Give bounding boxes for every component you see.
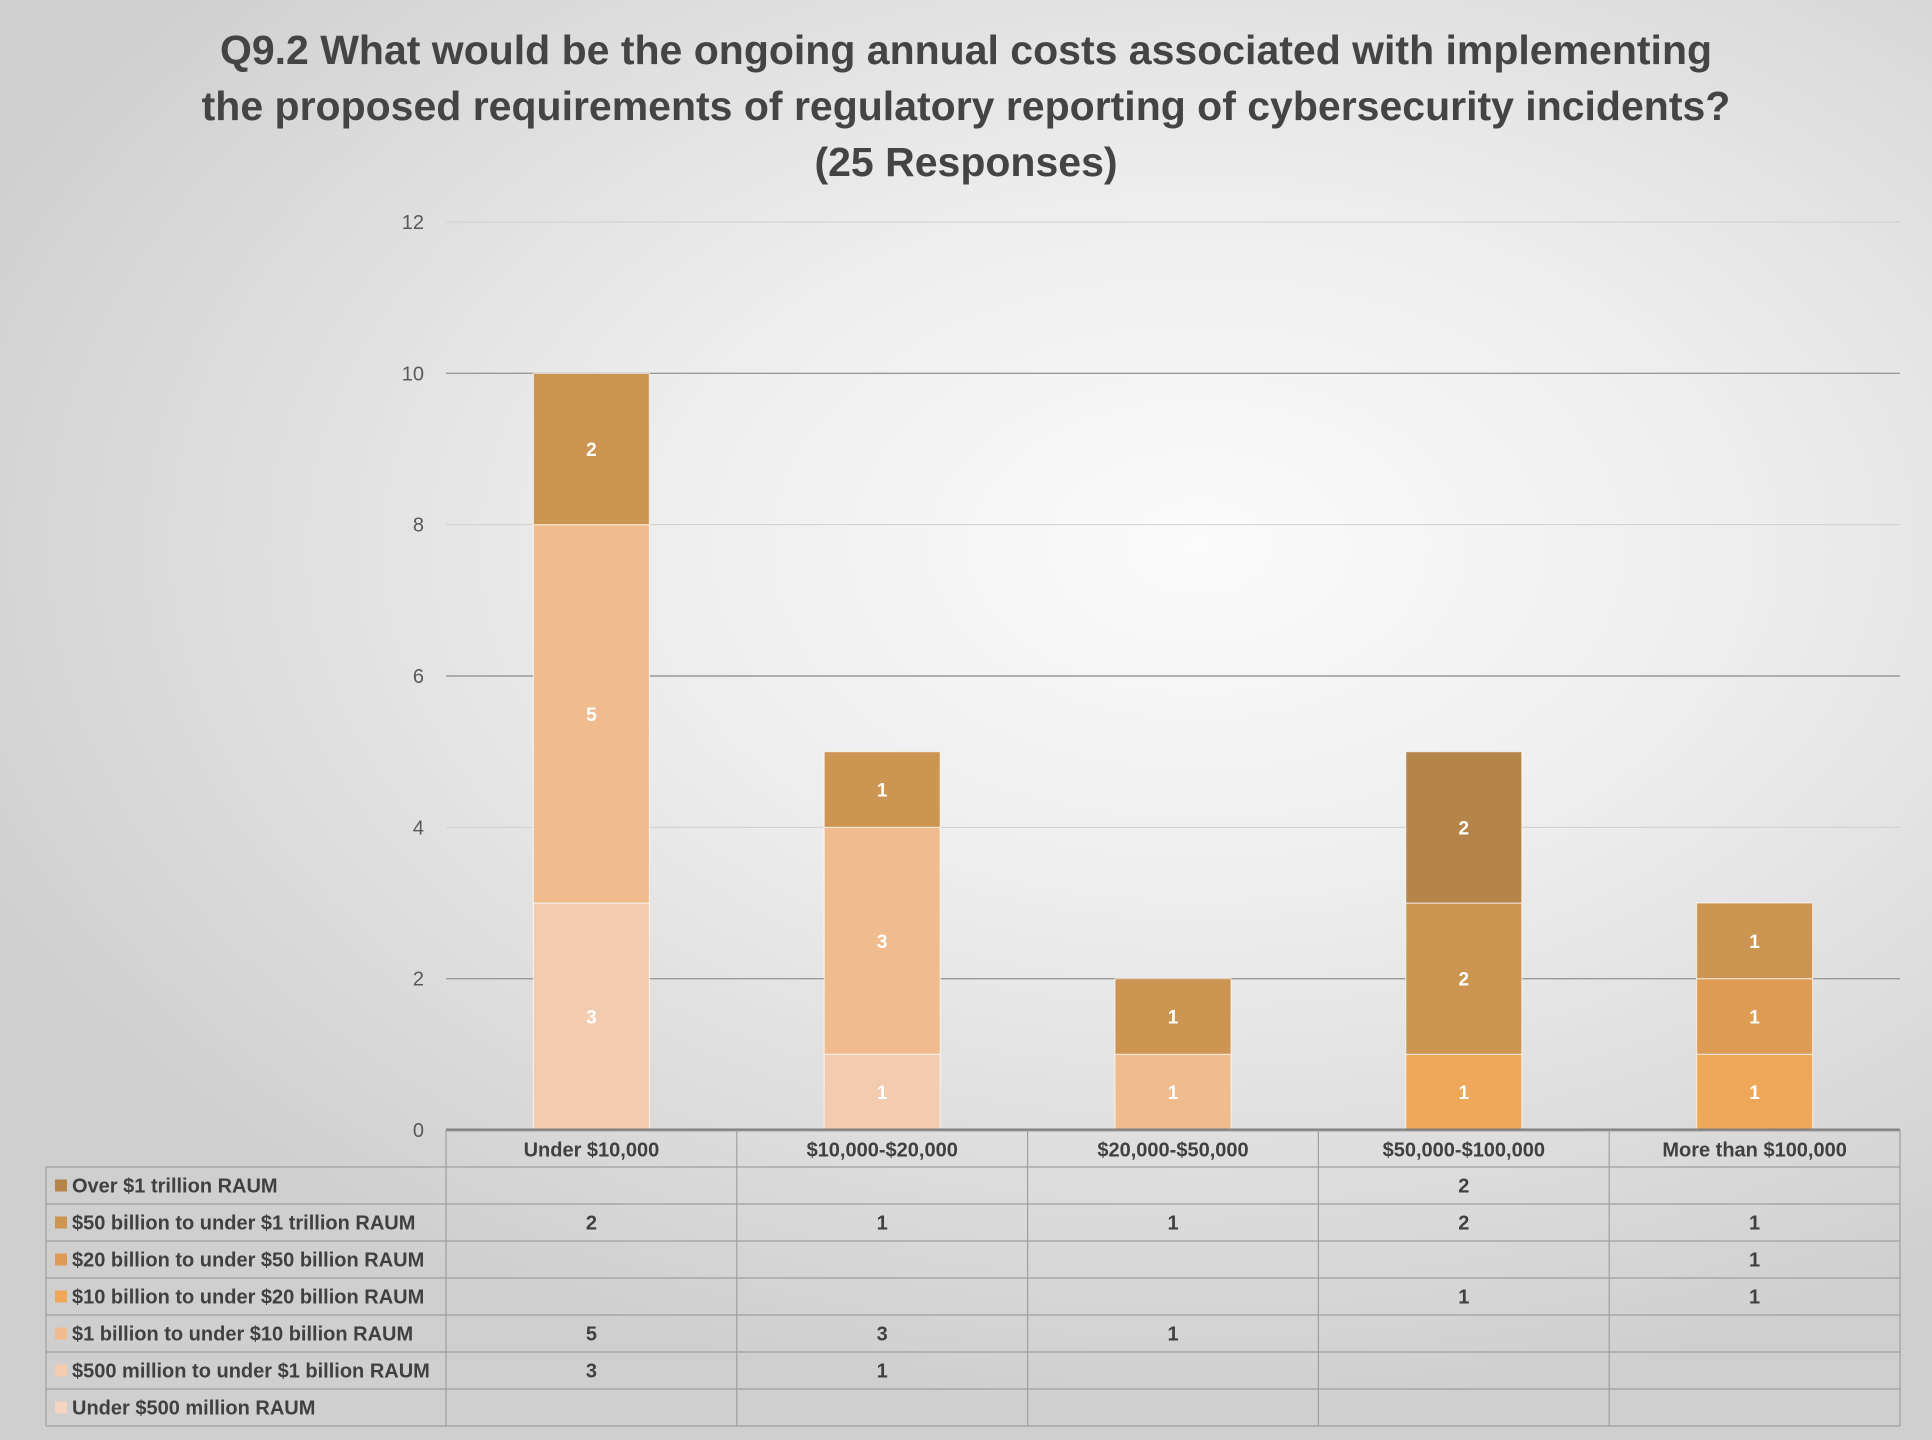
bar-segment (1405, 1053, 1523, 1131)
data-label: 1 (1749, 1083, 1760, 1104)
y-tick-label: 0 (413, 1120, 424, 1142)
bar-segment (823, 1053, 941, 1131)
legend-swatch (55, 1216, 67, 1229)
category-label: $50,000-$100,000 (1383, 1140, 1545, 1162)
y-tick-label: 6 (413, 666, 424, 688)
legend-swatch (55, 1290, 67, 1303)
table-cell-value: 2 (1458, 1176, 1469, 1198)
y-tick-label: 2 (413, 969, 424, 991)
table-cell-value: 1 (877, 1213, 888, 1235)
legend-entry: Under $500 million RAUM (72, 1398, 315, 1420)
data-label: 1 (1459, 1083, 1470, 1104)
legend-entry: $1 billion to under $10 billion RAUM (72, 1324, 413, 1346)
data-label: 1 (877, 781, 888, 802)
category-label: More than $100,000 (1662, 1140, 1847, 1162)
table-cell-value: 1 (1749, 1250, 1760, 1272)
legend-swatch (55, 1364, 67, 1377)
chart-title: Q9.2 What would be the ongoing annual co… (0, 22, 1932, 190)
table-cell-value: 1 (1167, 1324, 1178, 1346)
bar-segment (1695, 978, 1814, 1055)
legend-entry: Over $1 trillion RAUM (72, 1176, 278, 1198)
bar-segment (1695, 902, 1814, 980)
bar-segment (1405, 902, 1523, 1055)
bar-segment (1695, 1053, 1814, 1131)
data-label: 2 (1459, 818, 1470, 839)
legend-swatch (55, 1401, 67, 1414)
table-cell-value: 1 (1749, 1287, 1760, 1309)
data-label: 1 (1168, 1008, 1179, 1029)
bar-segment (532, 372, 651, 526)
bar-segment (532, 524, 651, 904)
data-label: 2 (1459, 970, 1470, 991)
y-tick-label: 4 (413, 817, 424, 839)
legend-entry: $500 million to under $1 billion RAUM (72, 1361, 430, 1383)
category-label: $10,000-$20,000 (807, 1140, 958, 1162)
table-cell-value: 2 (586, 1213, 597, 1235)
bar-segment (1405, 751, 1523, 904)
table-cell-value: 2 (1458, 1213, 1469, 1235)
category-label: Under $10,000 (524, 1140, 660, 1162)
chart-title-line-1: Q9.2 What would be the ongoing annual co… (219, 27, 1713, 73)
y-tick-label: 8 (413, 515, 424, 537)
table-cell-value: 1 (1167, 1213, 1178, 1235)
legend-entry: $50 billion to under $1 trillion RAUM (72, 1213, 415, 1235)
chart-title-line-2: the proposed requirements of regulatory … (201, 83, 1731, 129)
table-cell-value: 3 (877, 1324, 888, 1346)
chart-title-line-3: (25 Responses) (814, 139, 1118, 185)
data-label: 1 (1168, 1083, 1179, 1104)
data-label: 1 (1749, 932, 1760, 953)
data-label: 1 (877, 1083, 888, 1104)
y-tick-label: 10 (402, 363, 424, 385)
data-label: 3 (877, 932, 888, 953)
legend-entry: $10 billion to under $20 billion RAUM (72, 1287, 424, 1309)
table-cell-value: 1 (877, 1361, 888, 1383)
table-cell-value: 1 (1749, 1213, 1760, 1235)
table-cell-value: 1 (1458, 1287, 1469, 1309)
table-cell-value: 5 (586, 1324, 597, 1346)
table-cell-value: 3 (586, 1361, 597, 1383)
bar-segment (532, 902, 651, 1131)
y-tick-label: 12 (402, 212, 424, 234)
legend-swatch (55, 1179, 67, 1192)
data-label: 5 (586, 705, 597, 726)
legend-swatch (55, 1327, 67, 1340)
data-label: 1 (1749, 1008, 1760, 1029)
bar-segment (823, 826, 941, 1055)
data-label: 3 (586, 1008, 597, 1029)
legend-swatch (55, 1253, 67, 1266)
bar-segment (1114, 978, 1232, 1055)
data-label: 2 (586, 440, 597, 461)
legend-entry: $20 billion to under $50 billion RAUM (72, 1250, 424, 1272)
category-label: $20,000-$50,000 (1097, 1140, 1248, 1162)
bar-segment (823, 751, 941, 828)
